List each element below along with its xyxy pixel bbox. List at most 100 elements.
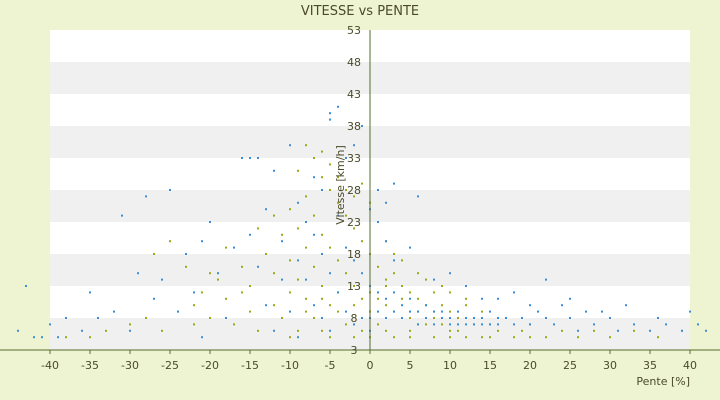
data-point-series-blue: [89, 291, 91, 294]
data-point-series-yellow: [209, 272, 211, 275]
data-point-series-blue: [297, 201, 299, 204]
data-point-series-blue: [497, 317, 499, 319]
data-point-series-yellow: [361, 240, 363, 243]
data-point-series-blue: [409, 297, 411, 300]
data-point-series-yellow: [401, 285, 403, 287]
data-point-series-blue: [329, 272, 331, 275]
data-point-series-yellow: [297, 227, 299, 230]
data-point-series-yellow: [105, 329, 107, 332]
data-point-series-yellow: [377, 323, 379, 326]
data-point-series-blue: [633, 323, 635, 326]
data-point-series-blue: [305, 278, 307, 281]
data-point-series-blue: [489, 310, 491, 313]
x-tick-label: -5: [325, 359, 336, 372]
data-point-series-blue: [465, 285, 467, 287]
data-point-series-blue: [257, 157, 259, 159]
x-tick-label: -40: [41, 359, 59, 372]
data-point-series-yellow: [89, 336, 91, 339]
data-point-series-yellow: [305, 144, 307, 147]
data-point-series-blue: [481, 323, 483, 326]
data-point-series-yellow: [577, 336, 579, 339]
y-tick-label: 23: [347, 216, 361, 229]
data-point-series-blue: [569, 297, 571, 300]
data-point-series-yellow: [337, 310, 339, 313]
data-point-series-blue: [353, 259, 355, 262]
data-point-series-yellow: [321, 233, 323, 236]
data-point-series-blue: [321, 317, 323, 319]
data-point-series-yellow: [353, 227, 355, 230]
data-point-series-yellow: [449, 336, 451, 339]
x-tick-label: -10: [281, 359, 299, 372]
data-point-series-yellow: [289, 336, 291, 339]
data-point-series-blue: [529, 304, 531, 307]
data-point-series-yellow: [441, 323, 443, 326]
data-point-series-yellow: [465, 297, 467, 300]
data-point-series-yellow: [337, 201, 339, 204]
y-tick-label: 48: [347, 56, 361, 69]
data-point-series-blue: [169, 189, 171, 191]
data-point-series-blue: [249, 233, 251, 236]
data-point-series-yellow: [385, 329, 387, 332]
data-point-series-blue: [233, 246, 235, 249]
data-point-series-yellow: [345, 189, 347, 191]
data-point-series-blue: [481, 317, 483, 319]
data-point-series-yellow: [153, 253, 155, 255]
data-point-series-yellow: [337, 259, 339, 262]
x-tick-label: 25: [563, 359, 577, 372]
data-point-series-blue: [513, 323, 515, 326]
y-tick-label: 43: [347, 88, 361, 101]
data-point-series-yellow: [409, 317, 411, 319]
data-point-series-yellow: [361, 297, 363, 300]
data-point-series-blue: [25, 285, 27, 287]
x-tick-labels: -40 -35 -30 -25 -20 -15 -10 -5 0 5 10 15 20 25 30 35 40: [41, 350, 697, 372]
data-point-series-yellow: [145, 317, 147, 319]
data-point-series-yellow: [409, 329, 411, 332]
data-point-series-blue: [321, 253, 323, 255]
data-point-series-blue: [385, 297, 387, 300]
data-point-series-yellow: [313, 317, 315, 319]
data-point-series-blue: [409, 310, 411, 313]
data-point-series-yellow: [417, 297, 419, 300]
data-point-series-blue: [521, 317, 523, 319]
data-point-series-blue: [457, 310, 459, 313]
data-point-series-yellow: [465, 336, 467, 339]
data-point-series-blue: [481, 297, 483, 300]
data-point-series-yellow: [393, 253, 395, 255]
data-point-series-yellow: [225, 246, 227, 249]
data-point-series-blue: [393, 259, 395, 262]
data-point-series-blue: [297, 336, 299, 339]
data-point-series-blue: [449, 323, 451, 326]
data-point-series-blue: [185, 253, 187, 255]
data-point-series-blue: [353, 144, 355, 147]
data-point-series-yellow: [633, 329, 635, 332]
data-point-series-yellow: [329, 304, 331, 307]
data-point-series-blue: [121, 214, 123, 217]
data-point-series-yellow: [393, 336, 395, 339]
data-point-series-yellow: [289, 208, 291, 211]
data-point-series-yellow: [329, 189, 331, 191]
data-point-series-yellow: [297, 278, 299, 281]
x-tick-label: -15: [241, 359, 259, 372]
data-point-series-yellow: [281, 317, 283, 319]
y-tick-label: 53: [347, 24, 361, 37]
y-tick-labels: 53 48 43 38 33 28 23 18 13 8 3: [347, 24, 361, 357]
data-point-series-blue: [329, 329, 331, 332]
data-point-series-blue: [33, 336, 35, 339]
data-point-series-yellow: [313, 157, 315, 159]
data-point-series-blue: [265, 208, 267, 211]
data-point-series-blue: [529, 323, 531, 326]
data-point-series-blue: [393, 291, 395, 294]
data-point-series-yellow: [241, 291, 243, 294]
data-point-series-blue: [113, 310, 115, 313]
data-point-series-yellow: [313, 214, 315, 217]
data-point-series-yellow: [273, 214, 275, 217]
data-point-series-blue: [145, 195, 147, 198]
data-point-series-yellow: [529, 336, 531, 339]
data-point-series-blue: [153, 297, 155, 300]
data-point-series-yellow: [433, 317, 435, 319]
y-tick-label: 28: [347, 184, 361, 197]
data-point-series-yellow: [161, 329, 163, 332]
data-point-series-yellow: [401, 297, 403, 300]
